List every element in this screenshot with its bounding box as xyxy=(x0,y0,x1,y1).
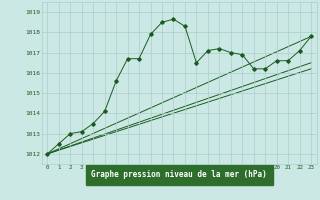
X-axis label: Graphe pression niveau de la mer (hPa): Graphe pression niveau de la mer (hPa) xyxy=(91,170,267,179)
